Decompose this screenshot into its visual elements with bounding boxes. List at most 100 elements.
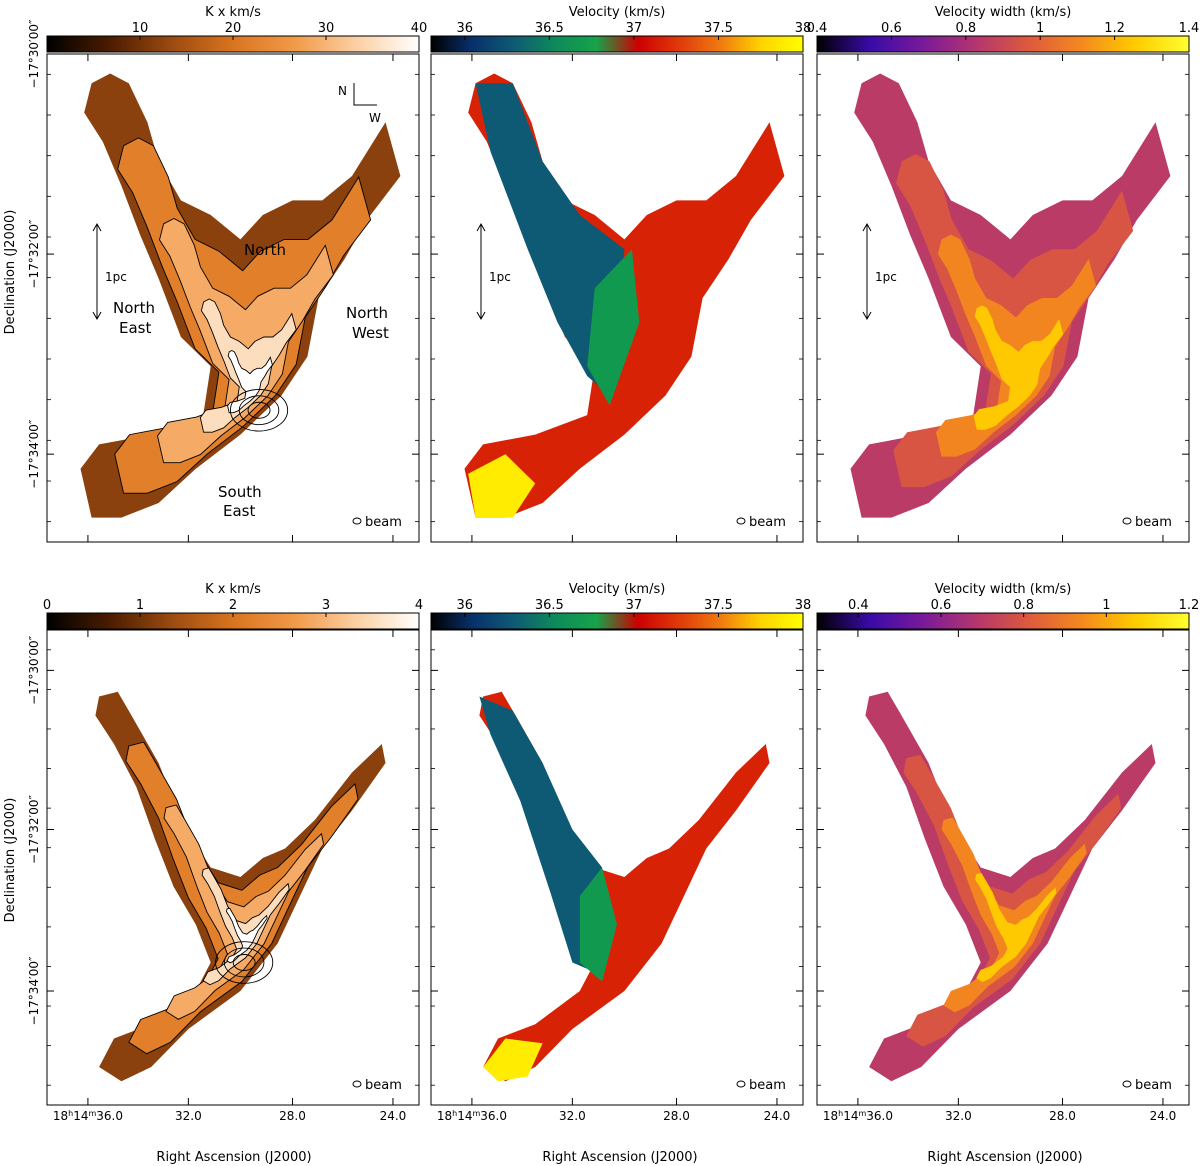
scale-arrow-up <box>862 222 872 232</box>
panel-top-left: K x km/s10 20 30 40−17°30′00″−17°32′00″−17°… <box>27 5 428 543</box>
beam-label: beam <box>365 515 402 530</box>
map-top-left: −17°30′00″ −17°32′00″ −17°34′00″ beam 1pc N W N… <box>27 19 420 543</box>
region-south-east: East <box>223 502 255 520</box>
ra-tick-label: 24.0 <box>764 1109 791 1123</box>
region-south-east: South <box>218 483 262 501</box>
ra-tick-part: 18 <box>437 1109 452 1123</box>
ylabel-top: Declination (J2000) <box>3 210 18 335</box>
colorbar-label: K x km/s <box>205 582 261 597</box>
colorbar-tick-label: 1.2 <box>1104 21 1125 36</box>
beam-ellipse <box>1122 1080 1132 1088</box>
colorbar-tick-label: 37 <box>626 598 643 613</box>
ra-tick-frac: .0 <box>294 1109 305 1123</box>
colorbar-label: Velocity width (km/s) <box>935 582 1072 597</box>
beam-label: beam <box>365 1078 402 1093</box>
contour <box>215 941 274 984</box>
map-border <box>816 53 1190 543</box>
panel-bottom-right: Velocity width (km/s) 0.4 0.6 0.8 1 1.2 18h14m… <box>816 582 1200 1123</box>
contour <box>238 395 280 426</box>
compass-n: N <box>338 84 347 98</box>
emission-layer <box>975 873 1057 983</box>
beam-ellipse <box>1122 517 1132 525</box>
colorbar-label: Velocity (km/s) <box>569 5 666 20</box>
dec-tick-label: −17°30′00″ <box>27 19 41 89</box>
ra-tick-part: m <box>88 1109 96 1118</box>
colorbar-label: Velocity (km/s) <box>569 582 666 597</box>
region-north-west: North <box>346 304 388 322</box>
ra-tick-part: m <box>472 1109 480 1118</box>
colorbar-label: Velocity width (km/s) <box>935 5 1072 20</box>
ra-tick-sec: 24 <box>764 1109 779 1123</box>
ra-tick-part: 14 <box>843 1109 858 1123</box>
scale-arrow-down <box>476 311 486 321</box>
ra-tick-sec: 32 <box>175 1109 190 1123</box>
map-bottom-left: −17°30′00″−17°32′00″−17°34′00″18h14m36.0… <box>27 629 420 1124</box>
colorbar-tick-label: 40 <box>411 21 428 36</box>
ra-tick-part: h <box>68 1109 73 1118</box>
ra-tick-frac: .0 <box>574 1109 585 1123</box>
colorbar-top-middle <box>430 35 804 53</box>
scale-label: 1pc <box>489 270 511 284</box>
map-border <box>46 629 420 1106</box>
ra-tick-sec: 24 <box>380 1109 395 1123</box>
colorbar-tick-label: 0.8 <box>955 21 976 36</box>
ylabel-bottom: Declination (J2000) <box>3 798 18 923</box>
ra-tick-frac: .0 <box>960 1109 971 1123</box>
blue-arm <box>479 696 603 972</box>
dec-tick-label: −17°32′00″ <box>27 794 41 864</box>
ra-tick-label: 28.0 <box>663 1109 690 1123</box>
yellow-tip <box>468 454 536 518</box>
ra-tick-label: 24.0 <box>1150 1109 1177 1123</box>
xlabel-middle: Right Ascension (J2000) <box>542 1150 697 1165</box>
ra-tick-frac: .0 <box>678 1109 689 1123</box>
scale-arrow-down <box>92 311 102 321</box>
emission-layer <box>936 234 1096 457</box>
scale-label: 1pc <box>105 270 127 284</box>
emission-layer <box>227 349 273 414</box>
colorbar-tick-label: 1.2 <box>1179 598 1200 613</box>
map-border <box>816 629 1190 1106</box>
ra-tick-part: m <box>858 1109 866 1118</box>
ra-tick-frac: .0 <box>1165 1109 1176 1123</box>
ra-tick-part: 36 <box>866 1109 881 1123</box>
map-border <box>430 53 804 543</box>
colorbar-tick-label: 3 <box>322 598 330 613</box>
panel-top-middle: Velocity (km/s) 36 36.5 37 37.5 38 beam 1pc <box>430 5 812 543</box>
colorbar-tick-label: 0.6 <box>881 21 902 36</box>
yellow-tip <box>483 1038 543 1082</box>
ra-tick-label: 18h14m36.0 <box>53 1109 123 1124</box>
map-border <box>46 53 420 543</box>
colorbar-tick-label: 37.5 <box>704 21 733 36</box>
region-north-east: North <box>113 299 155 317</box>
colorbar-tick-label: 38 <box>795 21 812 36</box>
compass-w: W <box>369 111 381 125</box>
beam-ellipse <box>736 1080 746 1088</box>
emission-layer <box>941 817 1087 1013</box>
colorbar-tick-label: 4 <box>415 598 423 613</box>
green-region <box>579 867 617 982</box>
ra-tick-part: h <box>838 1109 843 1118</box>
ra-tick-label: 32.0 <box>559 1109 586 1123</box>
beam-label: beam <box>749 515 786 530</box>
ra-tick-part: .0 <box>882 1109 893 1123</box>
ra-tick-part: 36 <box>96 1109 111 1123</box>
region-north-east: East <box>119 319 151 337</box>
colorbar-tick-label: 1 <box>1102 598 1110 613</box>
beam-label: beam <box>1135 1078 1172 1093</box>
colorbar-tick-label: 36.5 <box>535 598 564 613</box>
colorbar-tick-label: 36 <box>457 598 474 613</box>
colorbar-tick-label: 10 <box>132 21 149 36</box>
contour <box>247 401 271 419</box>
ra-tick-sec: 28 <box>1049 1109 1064 1123</box>
colorbar-tick-label: 38 <box>795 598 812 613</box>
panel-bottom-left: K x km/s 0 1 2 3 4 −17°30′00″ −17°32′00″ −17°34′… <box>27 582 423 1123</box>
emission-layer <box>226 907 268 964</box>
map-top-right: beam 1pc <box>816 53 1190 543</box>
colorbar-tick-label: 1.4 <box>1179 21 1200 36</box>
beam-ellipse <box>736 517 746 525</box>
colorbar-tick-label: 0.6 <box>931 598 952 613</box>
colorbar-tick-label: 0.4 <box>807 21 828 36</box>
colorbar-bottom-middle <box>430 612 804 630</box>
colorbar-tick-label: 0.8 <box>1013 598 1034 613</box>
